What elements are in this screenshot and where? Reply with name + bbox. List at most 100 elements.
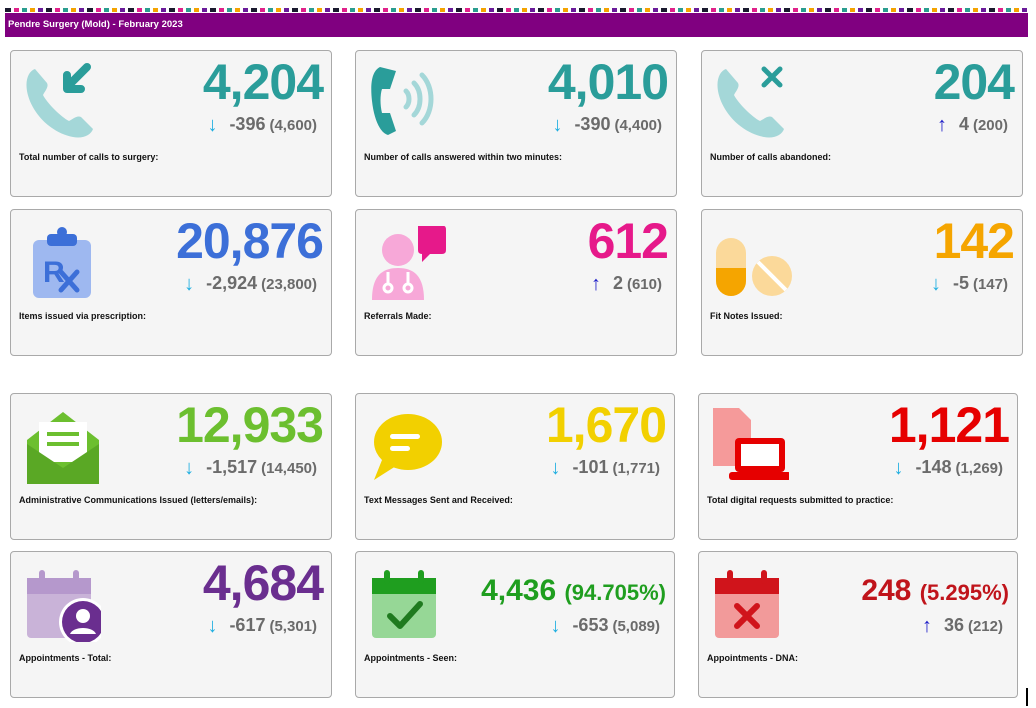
arrow-down-icon: ↓ (552, 114, 563, 136)
change-value: -148 (915, 457, 952, 477)
arrow-down-icon: ↓ (893, 457, 904, 479)
arrow-up-icon: ↑ (921, 615, 932, 637)
stat-label: Text Messages Sent and Received: (364, 495, 513, 505)
previous-value: (1,771) (612, 460, 660, 477)
seen-count: 4,436 (481, 574, 557, 607)
stat-label: Administrative Communications Issued (le… (19, 495, 258, 505)
stat-change: ↓ -390 (4,400) (552, 113, 662, 136)
calendar-check-icon (366, 562, 446, 642)
stat-change: ↓ -617 (5,301) (207, 614, 317, 637)
stat-value: 142 (933, 213, 1015, 269)
calendar-cross-icon (709, 562, 789, 642)
stat-value: 4,010 (547, 54, 669, 110)
arrow-down-icon: ↓ (930, 273, 941, 295)
chat-bubble-icon (366, 404, 446, 484)
stat-label: Total number of calls to surgery: (19, 152, 159, 162)
arrow-up-icon: ↑ (936, 114, 947, 136)
arrow-down-icon: ↓ (184, 273, 195, 295)
change-value: -1,517 (206, 457, 258, 477)
card-calls-answered: 4,010 ↓ -390 (4,400) Number of calls answe… (355, 50, 677, 197)
stat-change: ↓ -653 (5,089) (550, 614, 660, 637)
stat-value: 20,876 (176, 213, 324, 269)
stat-change: ↓ -101 (1,771) (550, 456, 660, 479)
pills-icon (712, 220, 792, 300)
previous-value: (5,301) (269, 618, 317, 635)
previous-value: (4,400) (614, 117, 662, 134)
previous-value: (14,450) (261, 460, 317, 477)
stat-value: 4,436 (94.705%) (481, 574, 666, 608)
phone-missed-icon (712, 61, 792, 141)
card-referrals: 612 ↑ 2 (610) Referrals Made: (355, 209, 677, 356)
phone-incoming-icon (21, 61, 101, 141)
card-admin-comms: 12,933 ↓ -1,517 (14,450) Administrative Co… (10, 393, 332, 540)
previous-value: (200) (972, 117, 1008, 134)
stat-label: Total digital requests submitted to prac… (707, 495, 894, 505)
stat-change: ↓ -5 (147) (931, 272, 1008, 295)
stat-change: ↑ 4 (200) (937, 113, 1008, 136)
phone-ringing-icon (366, 61, 446, 141)
card-text-messages: 1,670 ↓ -101 (1,771) Text Messages Sent an… (355, 393, 675, 540)
arrow-down-icon: ↓ (550, 457, 561, 479)
stat-change: ↓ -148 (1,269) (893, 456, 1003, 479)
stat-change: ↓ -2,924 (23,800) (184, 272, 317, 295)
previous-value: (610) (626, 276, 662, 293)
stat-value: 204 (933, 54, 1015, 110)
card-total-calls: 4,204 ↓ -396 (4,600) Total number of calls… (10, 50, 332, 197)
stat-value: 248 (5.295%) (861, 574, 1009, 608)
change-value: -617 (229, 615, 266, 635)
prescription-clipboard-icon: R (21, 220, 101, 300)
text-cursor (1026, 688, 1028, 706)
stat-value: 12,933 (176, 397, 324, 453)
previous-value: (5,089) (612, 618, 660, 635)
change-value: -390 (574, 114, 611, 134)
stat-change: ↑ 36 (212) (922, 614, 1003, 637)
arrow-down-icon: ↓ (207, 615, 218, 637)
stat-label: Referrals Made: (364, 311, 432, 321)
dna-percent: (5.295%) (919, 580, 1009, 605)
seen-percent: (94.705%) (564, 580, 666, 605)
stat-value: 1,670 (545, 397, 667, 453)
card-calls-abandoned: 204 ↑ 4 (200) Number of calls abandoned: (701, 50, 1023, 197)
stat-label: Number of calls abandoned: (710, 152, 832, 162)
doctor-speech-icon (366, 220, 446, 300)
stat-label: Appointments - Seen: (364, 653, 458, 663)
stat-change: ↑ 2 (610) (591, 272, 662, 295)
arrow-up-icon: ↑ (590, 273, 601, 295)
previous-value: (4,600) (269, 117, 317, 134)
svg-text:R: R (43, 256, 65, 289)
stat-label: Number of calls answered within two minu… (364, 152, 563, 162)
stat-label: Items issued via prescription: (19, 311, 147, 321)
card-fit-notes: 142 ↓ -5 (147) Fit Notes Issued: (701, 209, 1023, 356)
stat-value: 1,121 (888, 397, 1010, 453)
card-appointments-total: 4,684 ↓ -617 (5,301) Appointments - Total: (10, 551, 332, 698)
change-value: -101 (572, 457, 609, 477)
previous-value: (1,269) (955, 460, 1003, 477)
stat-value: 612 (587, 213, 669, 269)
arrow-down-icon: ↓ (207, 114, 218, 136)
calendar-person-icon (21, 562, 107, 646)
change-value: -5 (952, 273, 969, 293)
previous-value: (147) (972, 276, 1008, 293)
change-value: 36 (943, 615, 964, 635)
stat-label: Appointments - Total: (19, 653, 112, 663)
arrow-down-icon: ↓ (550, 615, 561, 637)
laptop-document-icon (709, 404, 791, 484)
change-value: -396 (229, 114, 266, 134)
open-envelope-icon (21, 404, 101, 484)
stat-label: Appointments - DNA: (707, 653, 798, 663)
card-appointments-seen: 4,436 (94.705%) ↓ -653 (5,089) Appointment… (355, 551, 675, 698)
stat-label: Fit Notes Issued: (710, 311, 783, 321)
stat-value: 4,684 (202, 555, 324, 611)
change-value: -2,924 (206, 273, 258, 293)
stat-change: ↓ -1,517 (14,450) (184, 456, 317, 479)
stat-value: 4,204 (202, 54, 324, 110)
change-value: -653 (572, 615, 609, 635)
card-appointments-dna: 248 (5.295%) ↑ 36 (212) Appointments - DNA… (698, 551, 1018, 698)
page-title: Pendre Surgery (Mold) - February 2023 (5, 13, 1028, 37)
dna-count: 248 (861, 574, 912, 607)
decorative-stripe (5, 8, 1028, 12)
stat-change: ↓ -396 (4,600) (207, 113, 317, 136)
previous-value: (23,800) (261, 276, 317, 293)
change-value: 4 (958, 114, 969, 134)
arrow-down-icon: ↓ (184, 457, 195, 479)
